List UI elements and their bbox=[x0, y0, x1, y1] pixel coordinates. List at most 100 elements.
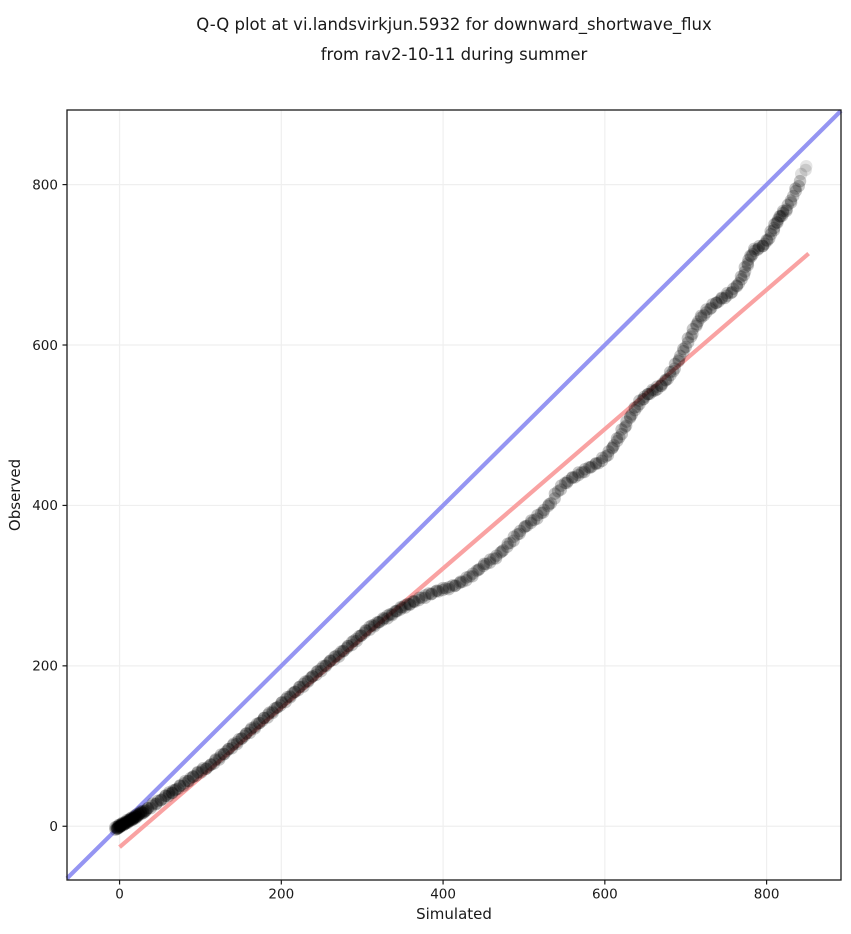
qq-point bbox=[388, 605, 402, 618]
qq-point bbox=[449, 579, 462, 592]
qq-point bbox=[225, 741, 239, 755]
y-tick-label: 0 bbox=[49, 819, 58, 835]
qq-point bbox=[560, 476, 573, 490]
qq-point bbox=[490, 549, 503, 562]
qq-point bbox=[735, 272, 748, 286]
qq-point bbox=[125, 811, 138, 824]
qq-point bbox=[315, 664, 328, 678]
qq-point bbox=[470, 564, 483, 577]
qq-point bbox=[169, 783, 183, 796]
qq-point bbox=[385, 607, 399, 621]
qq-point bbox=[668, 357, 682, 371]
qq-point bbox=[253, 716, 266, 730]
qq-point bbox=[480, 557, 493, 571]
qq-point bbox=[121, 815, 135, 828]
qq-point bbox=[565, 471, 579, 485]
qq-point bbox=[751, 243, 764, 256]
qq-point bbox=[178, 777, 191, 790]
qq-point bbox=[592, 456, 605, 470]
qq-point bbox=[395, 601, 409, 614]
qq-point bbox=[610, 432, 624, 445]
qq-point bbox=[793, 174, 807, 188]
tick-labels: 0 200 400 600 800 0 200 400 600 800 bbox=[32, 177, 779, 902]
qq-point bbox=[159, 789, 172, 802]
qq-point bbox=[376, 612, 390, 625]
qq-point bbox=[744, 249, 757, 262]
qq-point bbox=[324, 654, 337, 668]
qq-point bbox=[149, 797, 163, 811]
qq-point bbox=[770, 216, 783, 229]
qq-point bbox=[691, 315, 705, 328]
qq-point bbox=[661, 372, 674, 386]
qq-point bbox=[119, 815, 132, 828]
qq-point bbox=[345, 635, 359, 649]
qq-point bbox=[575, 466, 589, 479]
qq-point bbox=[606, 441, 619, 454]
qq-point bbox=[120, 813, 134, 827]
qq-point bbox=[245, 721, 258, 735]
qq-point bbox=[120, 815, 133, 829]
qq-point bbox=[220, 745, 233, 758]
qq-point bbox=[483, 553, 497, 566]
qq-point bbox=[347, 634, 360, 647]
qq-point bbox=[650, 380, 664, 393]
qq-point bbox=[123, 812, 137, 825]
x-tick-label: 400 bbox=[430, 887, 456, 903]
qq-point bbox=[150, 797, 163, 810]
qq-point bbox=[527, 513, 541, 527]
qq-point bbox=[548, 492, 561, 505]
qq-point bbox=[110, 822, 123, 835]
qq-point bbox=[686, 322, 700, 336]
qq-point bbox=[301, 674, 314, 688]
qq-point bbox=[162, 787, 176, 801]
qq-point bbox=[121, 815, 134, 828]
qq-point bbox=[230, 737, 244, 751]
qq-point bbox=[398, 599, 412, 612]
qq-point bbox=[656, 377, 669, 390]
qq-point bbox=[109, 823, 122, 836]
scatter-points bbox=[109, 159, 813, 836]
qq-point bbox=[244, 723, 257, 737]
qq-point bbox=[730, 280, 744, 293]
qq-point bbox=[173, 779, 187, 793]
qq-point bbox=[151, 794, 165, 808]
qq-point bbox=[317, 659, 330, 673]
qq-point bbox=[561, 475, 574, 488]
x-tick-label: 0 bbox=[115, 887, 124, 903]
qq-point bbox=[279, 693, 292, 706]
qq-point bbox=[132, 808, 145, 821]
y-tick-label: 200 bbox=[32, 659, 58, 675]
qq-point bbox=[195, 766, 208, 779]
qq-point bbox=[266, 706, 279, 720]
qq-point bbox=[132, 807, 146, 820]
qq-point bbox=[204, 758, 218, 771]
qq-point bbox=[284, 691, 297, 704]
qq-point bbox=[196, 762, 210, 775]
qq-point bbox=[286, 686, 300, 700]
qq-point bbox=[792, 179, 805, 193]
qq-point bbox=[406, 595, 420, 608]
qq-point bbox=[111, 822, 124, 835]
qq-point bbox=[730, 279, 743, 292]
qq-point bbox=[127, 811, 140, 825]
qq-point bbox=[741, 259, 755, 272]
qq-point bbox=[271, 701, 284, 714]
qq-point bbox=[256, 714, 269, 727]
qq-point bbox=[734, 270, 748, 283]
qq-point bbox=[525, 514, 538, 527]
chart-title-line2: from rav2-10-11 during summer bbox=[321, 45, 588, 64]
qq-point bbox=[130, 810, 143, 823]
qq-point bbox=[460, 574, 473, 587]
qq-point bbox=[768, 218, 781, 231]
qq-point bbox=[425, 587, 438, 601]
qq-point bbox=[551, 485, 565, 498]
qq-point bbox=[261, 708, 275, 721]
qq-point bbox=[615, 427, 629, 441]
qq-point bbox=[758, 237, 771, 251]
qq-point bbox=[213, 751, 226, 764]
qq-point bbox=[800, 159, 813, 173]
qq-point bbox=[191, 765, 204, 779]
qq-point bbox=[141, 802, 155, 815]
qq-point bbox=[760, 233, 773, 247]
x-tick-label: 600 bbox=[592, 887, 618, 903]
